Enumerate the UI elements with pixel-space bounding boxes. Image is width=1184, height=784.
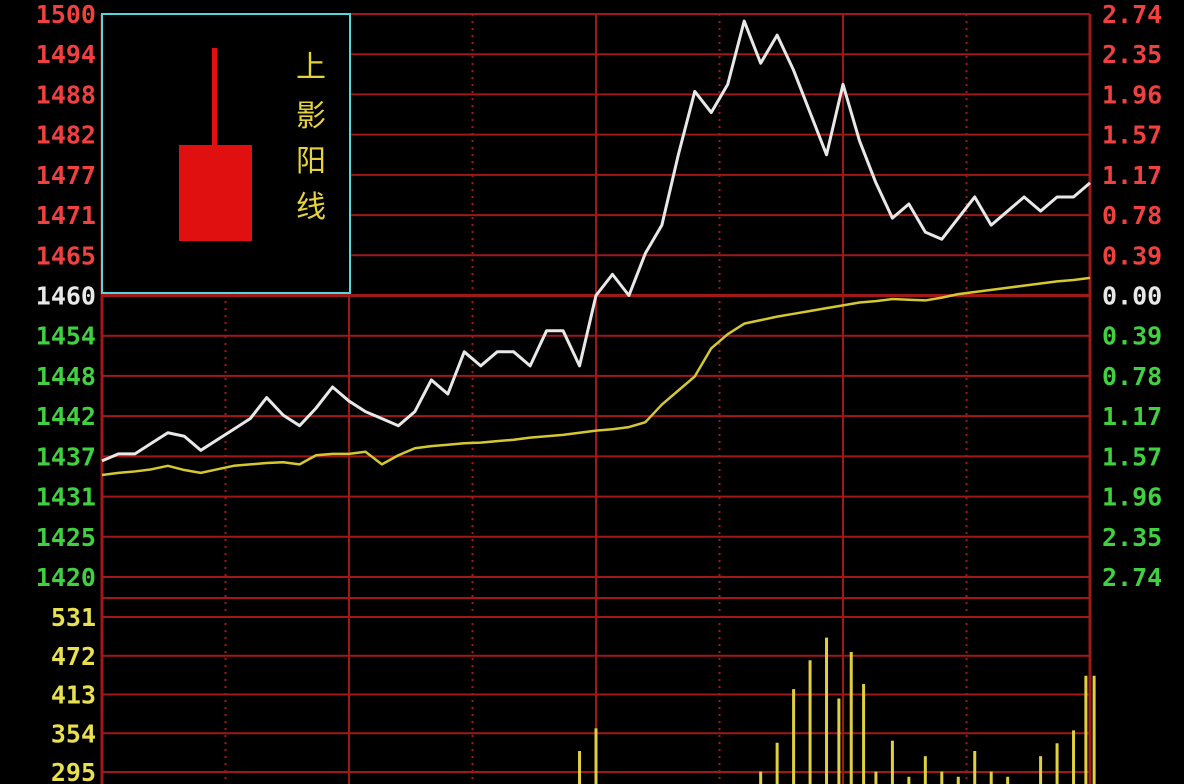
- candle-body: [179, 145, 252, 241]
- candle-legend-box: 上 影 阳 线: [101, 13, 351, 294]
- percent-tick-label: 2.74: [1102, 563, 1162, 592]
- volume-tick-label: 295: [51, 758, 96, 784]
- price-tick-label: 1460: [36, 282, 96, 311]
- price-tick-label: 1442: [36, 402, 96, 431]
- candle-upper-shadow: [212, 48, 217, 148]
- percent-tick-label: 2.74: [1102, 0, 1162, 29]
- volume-tick-label: 413: [51, 681, 96, 710]
- percent-tick-label: 1.96: [1102, 80, 1162, 109]
- price-tick-label: 1437: [36, 442, 96, 471]
- volume-tick-label: 531: [51, 603, 96, 632]
- price-axis-left: 1500 1494 1488 1482 1477 1471 1465 1460 1454 1448…: [36, 0, 96, 592]
- price-lines: [101, 19, 1091, 477]
- price-tick-label: 1500: [36, 0, 96, 29]
- volume-axis: 531 472 413 354 295: [51, 603, 96, 784]
- price-tick-label: 1488: [36, 80, 96, 109]
- price-tick-label: 1471: [36, 201, 96, 230]
- percent-tick-label: 0.78: [1102, 201, 1162, 230]
- price-tick-label: 1425: [36, 523, 96, 552]
- price-tick-label: 1482: [36, 121, 96, 150]
- volume-tick-label: 354: [51, 719, 96, 748]
- price-tick-label: 1448: [36, 362, 96, 391]
- legend-label-char-4: 线: [296, 190, 326, 225]
- price-tick-label: 1465: [36, 241, 96, 270]
- percent-tick-label: 1.57: [1102, 442, 1162, 471]
- legend-label-char-1: 上: [296, 50, 326, 85]
- legend-label-char-3: 阳: [296, 144, 326, 179]
- percent-tick-label: 1.17: [1102, 402, 1162, 431]
- percent-tick-label: 2.35: [1102, 523, 1162, 552]
- price-tick-label: 1431: [36, 483, 96, 512]
- price-tick-label: 1420: [36, 563, 96, 592]
- percent-tick-label: 1.17: [1102, 161, 1162, 190]
- legend-label-char-2: 影: [296, 99, 326, 134]
- percent-tick-label: 1.96: [1102, 483, 1162, 512]
- price-tick-label: 1494: [36, 40, 96, 69]
- percent-tick-label: 0.39: [1102, 322, 1162, 351]
- percent-axis-right: 2.74 2.35 1.96 1.57 1.17 0.78 0.39 0.00 0.39 0.78…: [1102, 0, 1162, 592]
- percent-tick-label: 0.39: [1102, 241, 1162, 270]
- volume-bars: [578, 637, 1096, 784]
- price-tick-label: 1477: [36, 161, 96, 190]
- average-price-line: [101, 276, 1091, 477]
- price-tick-label: 1454: [36, 322, 96, 351]
- volume-tick-label: 472: [51, 642, 96, 671]
- percent-tick-label: 1.57: [1102, 121, 1162, 150]
- percent-tick-label: 2.35: [1102, 40, 1162, 69]
- percent-tick-label: 0.78: [1102, 362, 1162, 391]
- percent-tick-label: 0.00: [1102, 282, 1162, 311]
- price-line: [101, 19, 1091, 463]
